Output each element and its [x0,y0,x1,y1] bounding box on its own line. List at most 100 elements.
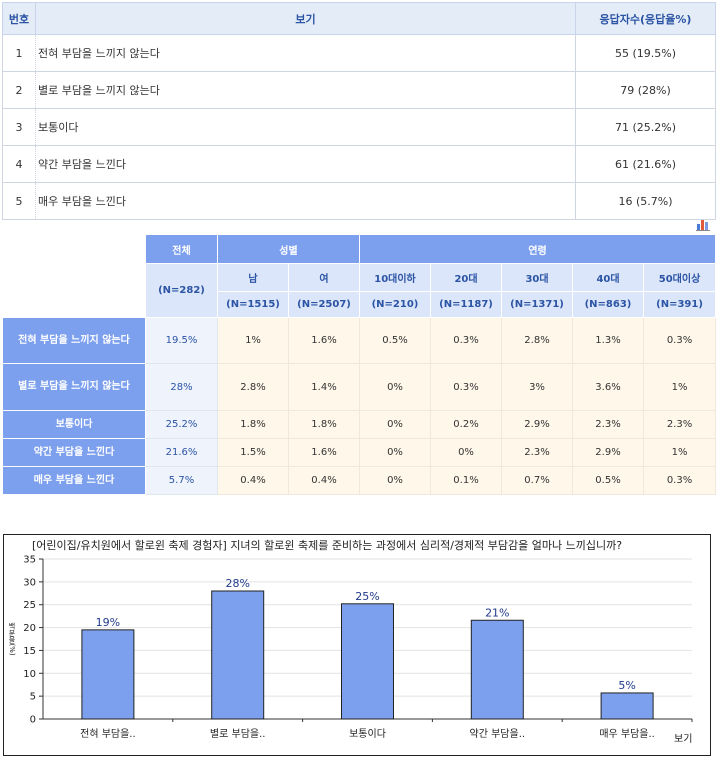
row-count: 61 (21.6%) [575,145,716,183]
row-number: 3 [2,108,36,146]
chart-title: [어린이집/유치원에서 할로윈 축제 경험자] 지녀의 할로윈 축제를 준비하는… [32,538,622,552]
y-tick-label: 0 [30,715,36,726]
bar [211,590,265,720]
gender-col-female: 여 [288,263,360,292]
cell-value: 0.3% [430,363,502,411]
row-number: 1 [2,34,36,72]
row-label: 전혀 부담을 느끼지 않는다 [2,317,146,364]
cell-value: 0.4% [288,466,360,495]
cell-value: 2.8% [217,363,289,411]
gender-col-male: 남 [217,263,289,292]
cell-value: 1% [642,363,717,411]
table-row: 보통이다 25.2% 1.8% 1.8% 0% 0.2% 2.9% 2.3% 2.3% [2,410,717,439]
header-option: 보기 [35,2,576,35]
table-row: 5 매우 부담을 느낀다 16 (5.7%) [2,182,716,220]
table-row: 2 별로 부담을 느끼지 않는다 79 (28%) [2,71,716,109]
cell-value: 0.5% [359,317,431,364]
bar [470,619,524,720]
cell-value: 2.9% [501,410,573,439]
total-header: 전체 [145,234,218,264]
row-count: 71 (25.2%) [575,108,716,146]
cell-value: 0% [359,466,431,495]
gender-header: 성별 [217,234,360,264]
cross-n-row: (N=1515) (N=2507) (N=210) (N=1187) (N=13… [3,291,717,318]
cell-value: 1.6% [288,317,360,364]
row-label: 매우 부담을 느낀다 [2,466,146,495]
cross-tab-table: 전체 성별 연령 (N=282) 남 여 10대이하 20대 30대 40대 5… [2,234,717,495]
cell-value: 1.3% [572,317,644,364]
cell-value: 1.8% [217,410,289,439]
y-axis-label: 백분율(%) [8,622,16,656]
data-label: 21% [485,606,509,619]
y-tick-label: 30 [23,577,36,588]
data-label: 19% [96,616,120,629]
bar [341,603,394,720]
cell-value: 2.3% [572,410,644,439]
bar-chart-icon[interactable] [696,219,710,231]
row-label: 별로 부담을 느끼지 않는다 [35,71,576,109]
cell-value: 0% [359,410,431,439]
gender-n-male: (N=1515) [217,291,289,318]
table-row: 매우 부담을 느낀다 5.7% 0.4% 0.4% 0% 0.1% 0.7% 0.5% 0.3% [2,466,717,495]
cell-value: 0.1% [430,466,502,495]
header-no: 번호 [2,2,36,35]
total-value: 25.2% [145,410,218,439]
cell-value: 0% [359,438,431,467]
y-tick-label: 10 [23,669,36,680]
cell-value: 1.4% [288,363,360,411]
answer-table-header: 번호 보기 응답자수(응답율%) [2,2,716,35]
age-n-20s: (N=1187) [430,291,502,318]
header-count: 응답자수(응답율%) [575,2,716,35]
y-tick-label: 25 [23,600,36,611]
cell-value: 0.3% [642,317,717,364]
total-value: 21.6% [145,438,218,467]
y-tick-label: 20 [23,623,36,634]
age-col-40s: 40대 [572,263,644,292]
row-label: 전혀 부담을 느끼지 않는다 [35,34,576,72]
age-col-30s: 30대 [501,263,573,292]
age-n-10s: (N=210) [359,291,431,318]
cell-value: 1% [642,438,717,467]
cell-value: 1.6% [288,438,360,467]
x-tick-label: 전혀 부담을.. [80,728,136,740]
cell-value: 0.2% [430,410,502,439]
row-number: 2 [2,71,36,109]
age-col-50s: 50대이상 [642,263,717,292]
data-label: 25% [355,590,379,603]
cell-value: 0.4% [217,466,289,495]
x-tick-label: 별로 부담을.. [210,728,266,740]
bar-chart-svg: [어린이집/유치원에서 할로윈 축제 경험자] 지녀의 할로윈 축제를 준비하는… [8,538,693,745]
cell-value: 0% [430,438,502,467]
cell-value: 0.3% [430,317,502,364]
bar-chart: [어린이집/유치원에서 할로윈 축제 경험자] 지녀의 할로윈 축제를 준비하는… [3,534,711,756]
row-label: 매우 부담을 느낀다 [35,182,576,220]
cross-table-body: 전혀 부담을 느끼지 않는다 19.5% 1% 1.6% 0.5% 0.3% 2.8% 1.3… [2,317,717,495]
age-n-50s: (N=391) [642,291,717,318]
row-count: 16 (5.7%) [575,182,716,220]
cell-value: 0.3% [642,466,717,495]
bar [600,692,654,720]
x-tick-label: 보통이다 [349,728,386,740]
cell-value: 3% [501,363,573,411]
cell-value: 1.8% [288,410,360,439]
x-axis-label: 보기 [674,733,692,745]
table-row: 4 약간 부담을 느낀다 61 (21.6%) [2,145,716,183]
cell-value: 3.6% [572,363,644,411]
table-row: 약간 부담을 느낀다 21.6% 1.5% 1.6% 0% 0% 2.3% 2.9% 1% [2,438,717,467]
y-tick-label: 15 [23,646,36,657]
total-value: 5.7% [145,466,218,495]
x-tick-label: 매우 부담을.. [599,728,655,740]
cell-value: 0% [359,363,431,411]
cell-value: 2.3% [642,410,717,439]
x-tick-label: 약간 부담을.. [470,728,526,740]
data-label: 28% [225,577,249,590]
cell-value: 0.7% [501,466,573,495]
table-row: 1 전혀 부담을 느끼지 않는다 55 (19.5%) [2,34,716,72]
total-value: 28% [145,363,218,411]
table-row: 전혀 부담을 느끼지 않는다 19.5% 1% 1.6% 0.5% 0.3% 2.8% 1.3… [2,317,717,364]
age-n-40s: (N=863) [572,291,644,318]
row-count: 55 (19.5%) [575,34,716,72]
row-label: 약간 부담을 느낀다 [2,438,146,467]
gender-n-female: (N=2507) [288,291,360,318]
age-header: 연령 [358,234,717,264]
